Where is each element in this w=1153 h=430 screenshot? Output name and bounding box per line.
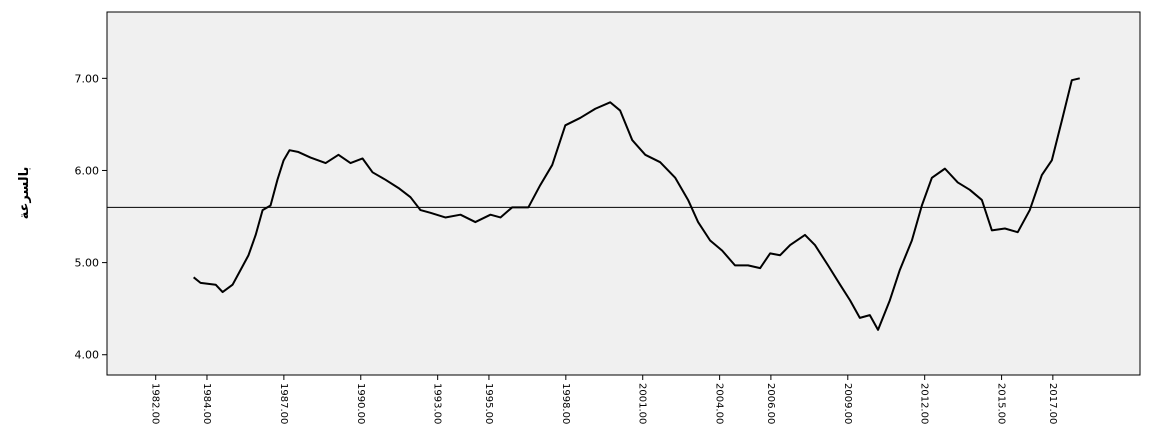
y-tick-label: 7.00 bbox=[75, 72, 100, 85]
x-tick-label: 2015.00 bbox=[996, 383, 1007, 424]
x-tick-label: 1984.00 bbox=[201, 383, 212, 424]
x-tick-label: 2012.00 bbox=[919, 383, 930, 424]
y-tick-label: 5.00 bbox=[75, 257, 100, 270]
data-line bbox=[193, 77, 1080, 331]
x-tick-label: 1995.00 bbox=[483, 383, 494, 424]
plot-area bbox=[106, 11, 1141, 376]
x-tick-label: 2004.00 bbox=[714, 383, 725, 424]
y-tick-label: 4.00 bbox=[75, 349, 100, 362]
x-tick-label: 2001.00 bbox=[637, 383, 648, 424]
x-tick-label: 1990.00 bbox=[355, 383, 366, 424]
y-axis-label: بالسرعة bbox=[17, 167, 32, 220]
x-tick-label: 1998.00 bbox=[560, 383, 571, 424]
x-tick-label: 2006.00 bbox=[765, 383, 776, 424]
x-tick-label: 1982.00 bbox=[150, 383, 161, 424]
x-tick-label: 1993.00 bbox=[432, 383, 443, 424]
x-tick-label: 2009.00 bbox=[842, 383, 853, 424]
x-tick-label: 2017.00 bbox=[1047, 383, 1058, 424]
y-tick-label: 6.00 bbox=[75, 164, 100, 177]
x-tick-label: 1987.00 bbox=[278, 383, 289, 424]
